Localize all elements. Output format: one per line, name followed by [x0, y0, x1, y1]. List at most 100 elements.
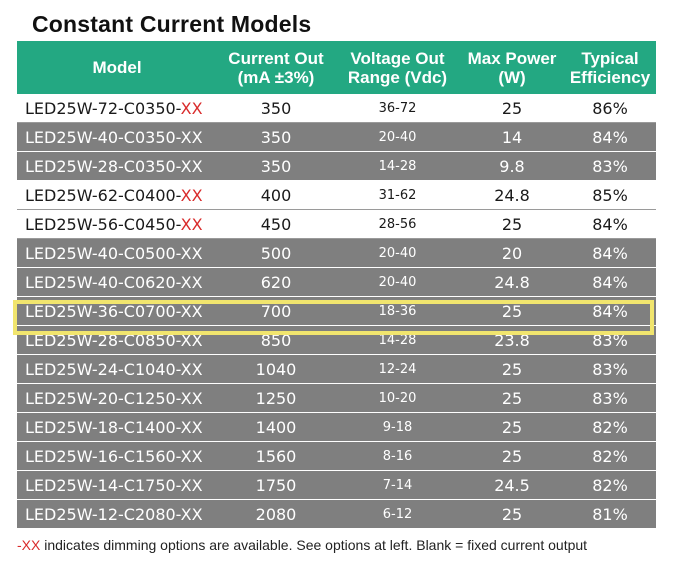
cell-voltage: 9-18 [382, 419, 413, 435]
cell-model: LED25W-72-C0350-XX [17, 99, 217, 118]
cell-model: LED25W-14-C1750-XX [17, 476, 217, 495]
cell-voltage: 8-16 [382, 448, 413, 464]
cell-power: 25 [501, 359, 523, 379]
cell-model: LED25W-20-C1250-XX [17, 389, 217, 408]
cell-model: LED25W-28-C0850-XX [17, 331, 217, 350]
cell-current: 620 [260, 272, 292, 292]
model-base: LED25W-16-C1560- [25, 446, 181, 466]
cell-efficiency: 85% [592, 185, 628, 205]
model-base: LED25W-20-C1250- [25, 388, 181, 408]
cell-current: 1040 [255, 359, 297, 379]
cell-efficiency: 84% [592, 243, 628, 263]
model-base: LED25W-36-C0700- [25, 301, 181, 321]
cell-efficiency: 83% [592, 388, 628, 408]
cell-efficiency: 83% [592, 156, 628, 176]
cell-efficiency: 84% [592, 272, 628, 292]
model-base: LED25W-72-C0350- [25, 98, 181, 118]
model-base: LED25W-40-C0500- [25, 243, 181, 263]
footnote-xx: -XX [17, 537, 41, 553]
table-row: LED25W-40-C0350-XX 350 20-40 14 84% [17, 123, 656, 152]
cell-current: 350 [260, 127, 292, 147]
table-row: LED25W-20-C1250-XX 1250 10-20 25 83% [17, 384, 656, 413]
cell-voltage: 10-20 [378, 390, 417, 406]
model-suffix: XX [180, 272, 203, 292]
cell-model: LED25W-16-C1560-XX [17, 447, 217, 466]
model-suffix: XX [180, 185, 203, 205]
cell-voltage: 14-28 [378, 332, 417, 348]
table-row: LED25W-28-C0850-XX 850 14-28 23.8 83% [17, 326, 656, 355]
cell-current: 350 [260, 156, 292, 176]
cell-power: 24.8 [494, 185, 530, 205]
table-row: LED25W-36-C0700-XX 700 18-36 25 84% [17, 297, 656, 326]
cell-efficiency: 84% [592, 301, 628, 321]
header-efficiency-line1: Typical [581, 48, 639, 68]
cell-current: 850 [260, 330, 292, 350]
cell-voltage: 31-62 [378, 187, 417, 203]
table-row: LED25W-40-C0500-XX 500 20-40 20 84% [17, 239, 656, 268]
model-base: LED25W-62-C0400- [25, 185, 181, 205]
cell-power: 25 [501, 446, 523, 466]
model-base: LED25W-28-C0850- [25, 330, 181, 350]
cell-model: LED25W-28-C0350-XX [17, 157, 217, 176]
models-table: Model Current Out (mA ±3%) Voltage Out R… [17, 41, 656, 529]
cell-voltage: 12-24 [378, 361, 417, 377]
header-current: Current Out (mA ±3%) [217, 49, 335, 87]
cell-efficiency: 83% [592, 359, 628, 379]
cell-current: 350 [260, 98, 292, 118]
cell-current: 700 [260, 301, 292, 321]
cell-voltage: 14-28 [378, 158, 417, 174]
cell-model: LED25W-40-C0350-XX [17, 128, 217, 147]
header-voltage: Voltage Out Range (Vdc) [335, 49, 460, 87]
cell-current: 1400 [255, 417, 297, 437]
cell-model: LED25W-18-C1400-XX [17, 418, 217, 437]
model-suffix: XX [180, 504, 203, 524]
header-voltage-line1: Voltage Out [350, 48, 445, 68]
cell-power: 25 [501, 214, 523, 234]
cell-power: 14 [501, 127, 523, 147]
model-suffix: XX [180, 214, 203, 234]
model-suffix: XX [180, 446, 203, 466]
model-base: LED25W-24-C1040- [25, 359, 181, 379]
cell-efficiency: 81% [592, 504, 628, 524]
table-header: Model Current Out (mA ±3%) Voltage Out R… [17, 41, 656, 94]
cell-power: 23.8 [494, 330, 530, 350]
cell-power: 24.5 [494, 475, 530, 495]
table-row: LED25W-40-C0620-XX 620 20-40 24.8 84% [17, 268, 656, 297]
cell-voltage: 7-14 [382, 477, 413, 493]
header-efficiency: Typical Efficiency [564, 49, 656, 87]
cell-current: 500 [260, 243, 292, 263]
header-power-line2: (W) [498, 67, 526, 87]
header-current-line2: (mA ±3%) [237, 67, 315, 87]
table-row: LED25W-56-C0450-XX 450 28-56 25 84% [17, 210, 656, 239]
cell-voltage: 20-40 [378, 274, 417, 290]
model-base: LED25W-40-C0620- [25, 272, 181, 292]
cell-model: LED25W-12-C2080-XX [17, 505, 217, 524]
model-suffix: XX [180, 359, 203, 379]
cell-model: LED25W-40-C0620-XX [17, 273, 217, 292]
cell-current: 1560 [255, 446, 297, 466]
cell-efficiency: 86% [592, 98, 628, 118]
cell-efficiency: 82% [592, 417, 628, 437]
table-row: LED25W-72-C0350-XX 350 36-72 25 86% [17, 94, 656, 123]
model-suffix: XX [180, 98, 203, 118]
header-power-line1: Max Power [467, 48, 557, 68]
cell-efficiency: 82% [592, 446, 628, 466]
cell-efficiency: 83% [592, 330, 628, 350]
model-base: LED25W-28-C0350- [25, 156, 181, 176]
table-row: LED25W-14-C1750-XX 1750 7-14 24.5 82% [17, 471, 656, 500]
cell-efficiency: 82% [592, 475, 628, 495]
cell-model: LED25W-56-C0450-XX [17, 215, 217, 234]
model-suffix: XX [180, 330, 203, 350]
model-suffix: XX [180, 388, 203, 408]
section-title: Constant Current Models [32, 11, 312, 37]
table-row: LED25W-18-C1400-XX 1400 9-18 25 82% [17, 413, 656, 442]
footnote-text: indicates dimming options are available.… [40, 537, 588, 553]
cell-voltage: 20-40 [378, 129, 417, 145]
header-power: Max Power (W) [460, 49, 564, 87]
cell-power: 24.8 [494, 272, 530, 292]
model-suffix: XX [180, 417, 203, 437]
cell-power: 25 [501, 417, 523, 437]
cell-power: 25 [501, 98, 523, 118]
model-suffix: XX [180, 156, 203, 176]
cell-current: 450 [260, 214, 292, 234]
